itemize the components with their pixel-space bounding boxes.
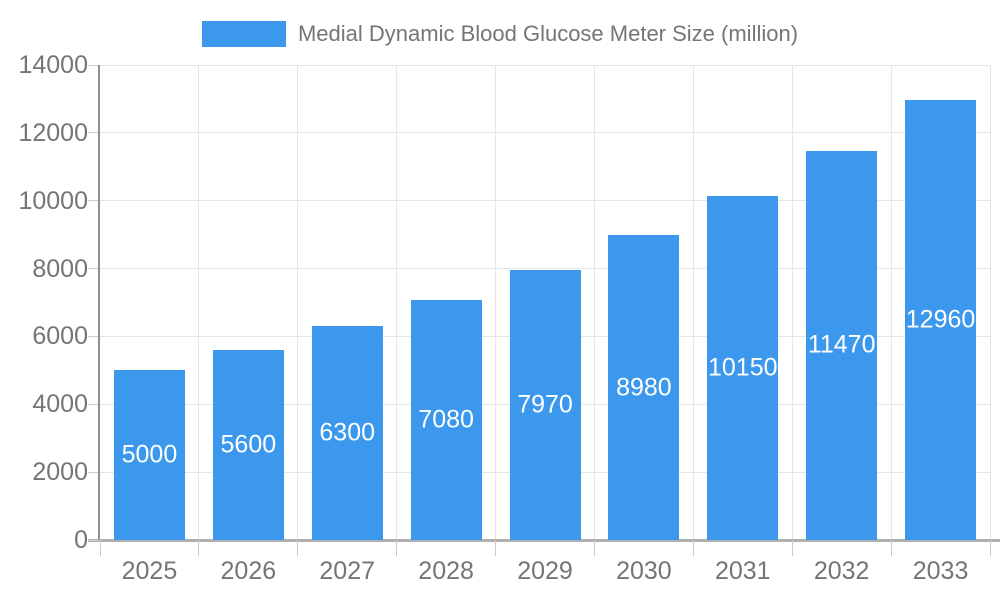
legend-label: Medial Dynamic Blood Glucose Meter Size … <box>297 21 799 46</box>
y-tick-mark <box>88 471 98 473</box>
bar: 5000 <box>113 370 185 540</box>
gridline-vertical <box>396 65 398 540</box>
gridline-vertical <box>198 65 200 540</box>
gridline-vertical <box>692 65 694 540</box>
x-category-label: 2033 <box>912 557 969 585</box>
y-tick-label: 2000 <box>32 458 88 487</box>
y-tick-label: 4000 <box>32 390 88 419</box>
y-tick-label: 0 <box>74 526 88 554</box>
x-tick-mark <box>593 540 595 556</box>
y-tick-mark <box>88 335 98 337</box>
x-category-label: 2027 <box>319 557 376 585</box>
gridline-vertical <box>989 65 991 540</box>
bar-value-label: 7080 <box>418 405 474 434</box>
bar: 10150 <box>707 195 779 540</box>
x-category-label: 2026 <box>220 557 277 585</box>
gridline-vertical <box>297 65 299 540</box>
y-tick-label: 8000 <box>32 254 88 283</box>
x-tick-mark <box>297 540 299 556</box>
bar: 7970 <box>509 269 581 540</box>
y-tick-mark <box>88 539 98 541</box>
x-category-label: 2029 <box>517 557 573 585</box>
x-category-label: 2030 <box>616 557 672 585</box>
plot-area: 5000 5600 6300 7080 7970 8980 10150 11470 12960 <box>88 64 1000 556</box>
gridline-horizontal <box>100 268 990 270</box>
bar-value-label: 6300 <box>319 418 376 447</box>
x-tick-mark <box>890 540 892 556</box>
x-axis-line <box>88 539 1000 542</box>
x-category-label: 2031 <box>714 557 771 585</box>
gridline-vertical <box>791 65 793 540</box>
x-tick-mark <box>692 540 694 556</box>
bar: 5600 <box>212 350 284 540</box>
y-tick-mark <box>88 403 98 405</box>
bar: 12960 <box>905 100 977 540</box>
bar-value-label: 7970 <box>517 390 573 419</box>
bar: 7080 <box>410 299 482 540</box>
x-tick-mark <box>198 540 200 556</box>
bar: 11470 <box>806 150 878 540</box>
bar-value-label: 5000 <box>121 440 178 469</box>
y-tick-label: 6000 <box>32 322 88 351</box>
legend-swatch <box>201 21 286 47</box>
y-tick-label: 14000 <box>18 51 88 79</box>
y-axis-line <box>98 65 100 540</box>
chart-legend[interactable]: Medial Dynamic Blood Glucose Meter Size … <box>0 20 1000 48</box>
bar-value-label: 8980 <box>616 373 672 402</box>
y-tick-label: 12000 <box>18 118 88 147</box>
bar-value-label: 11470 <box>807 330 876 359</box>
bar-value-label: 10150 <box>708 353 778 382</box>
x-category-label: 2028 <box>418 557 474 585</box>
x-tick-mark <box>989 540 991 556</box>
bar: 8980 <box>608 235 680 540</box>
x-tick-mark <box>791 540 793 556</box>
bar-value-label: 5600 <box>220 430 277 459</box>
gridline-horizontal <box>100 200 990 202</box>
x-category-label: 2032 <box>813 557 870 585</box>
y-tick-mark <box>88 132 98 134</box>
y-tick-mark <box>88 268 98 270</box>
y-tick-mark <box>88 64 98 66</box>
gridline-horizontal <box>100 132 990 134</box>
y-tick-mark <box>88 200 98 202</box>
x-tick-mark <box>495 540 497 556</box>
gridline-horizontal <box>100 64 990 66</box>
gridline-vertical <box>495 65 497 540</box>
x-tick-mark <box>396 540 398 556</box>
bar-value-label: 12960 <box>905 305 976 334</box>
y-tick-label: 10000 <box>18 186 88 215</box>
bar: 6300 <box>311 326 383 540</box>
x-tick-mark <box>99 540 101 556</box>
gridline-vertical <box>890 65 892 540</box>
gridline-vertical <box>593 65 595 540</box>
x-category-label: 2025 <box>121 557 178 585</box>
